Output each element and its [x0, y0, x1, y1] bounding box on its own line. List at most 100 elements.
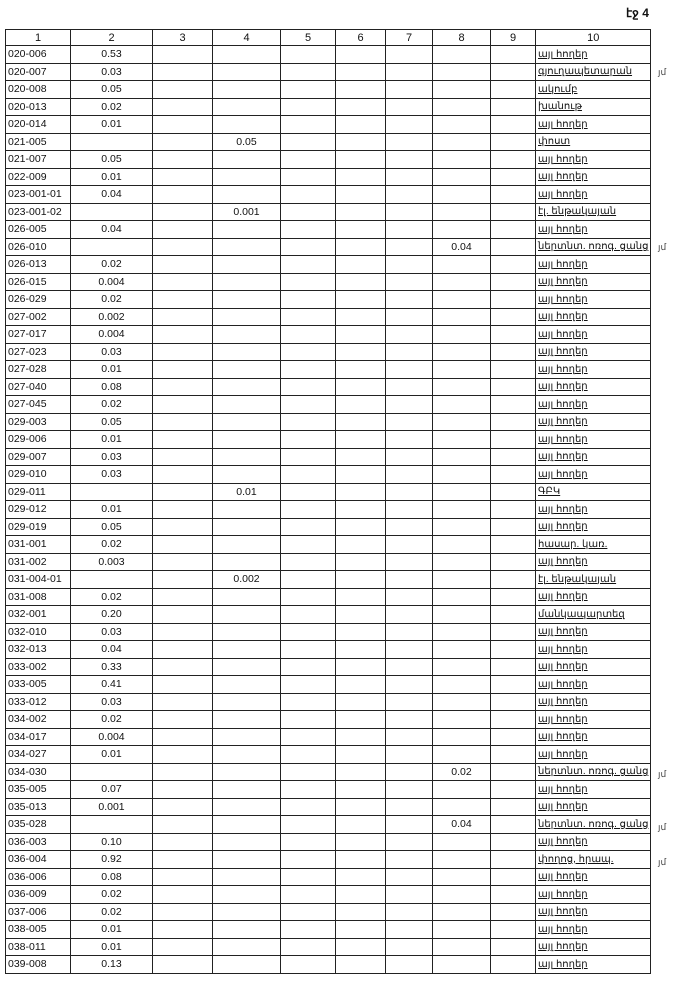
parcel-code: 029-010	[5, 465, 71, 484]
area-col-5	[280, 97, 336, 116]
land-use: ներտնտ. ոռոգ. ցանց	[534, 762, 652, 781]
area-col-6	[335, 850, 386, 869]
area-col-7	[385, 395, 433, 414]
area-col-4	[212, 675, 281, 694]
area-col-7	[385, 45, 433, 64]
land-use: այլ հողեր	[534, 150, 652, 169]
parcel-code: 031-004-01	[5, 570, 71, 589]
land-use: էլ. ենթակայան	[534, 202, 652, 221]
area-col-4	[212, 80, 281, 99]
table-row: 036-004 0.92 փողոց, հրապ.	[5, 850, 652, 869]
area-col-7	[385, 500, 433, 519]
area-col-2: 0.02	[70, 290, 153, 309]
area-col-9	[490, 150, 536, 169]
area-col-8	[432, 132, 491, 151]
area-col-9	[490, 745, 536, 764]
area-col-8	[432, 920, 491, 939]
area-col-5	[280, 360, 336, 379]
area-col-7	[385, 710, 433, 729]
parcel-code: 027-028	[5, 360, 71, 379]
area-col-6	[335, 780, 386, 799]
area-col-9	[490, 780, 536, 799]
area-col-4	[212, 587, 281, 606]
area-col-7	[385, 937, 433, 956]
area-col-8	[432, 342, 491, 361]
area-col-6	[335, 290, 386, 309]
parcel-code: 029-012	[5, 500, 71, 519]
page-number: էջ 4	[626, 6, 649, 20]
area-col-8	[432, 605, 491, 624]
area-col-6	[335, 552, 386, 571]
area-col-3	[152, 97, 213, 116]
area-col-7	[385, 780, 433, 799]
area-col-5	[280, 657, 336, 676]
parcel-code: 038-005	[5, 920, 71, 939]
area-col-7	[385, 622, 433, 641]
area-col-8	[432, 167, 491, 186]
table-row: 031-008 0.02 այլ հողեր	[5, 587, 652, 606]
area-col-8	[432, 727, 491, 746]
area-col-4	[212, 832, 281, 851]
land-use: այլ հողեր	[534, 797, 652, 816]
land-use: այլ հողեր	[534, 465, 652, 484]
area-col-4	[212, 517, 281, 536]
area-col-8	[432, 552, 491, 571]
area-col-7	[385, 885, 433, 904]
area-col-2: 0.02	[70, 535, 153, 554]
area-col-5	[280, 482, 336, 501]
area-col-4	[212, 220, 281, 239]
area-col-2: 0.03	[70, 447, 153, 466]
area-col-8	[432, 955, 491, 974]
area-col-3	[152, 132, 213, 151]
area-col-8	[432, 115, 491, 134]
parcel-code: 035-028	[5, 815, 71, 834]
table-row: 020-008 0.05 ակումբ	[5, 80, 652, 99]
area-col-3	[152, 395, 213, 414]
land-use: այլ հողեր	[534, 657, 652, 676]
area-col-4	[212, 622, 281, 641]
land-use: այլ հողեր	[534, 325, 652, 344]
parcel-code: 034-027	[5, 745, 71, 764]
table-row: 026-010 0.04 ներտնտ. ոռոգ. ցանց	[5, 237, 652, 256]
area-col-2: 0.02	[70, 710, 153, 729]
table-row: 026-013 0.02 այլ հողեր	[5, 255, 652, 274]
area-col-6	[335, 570, 386, 589]
area-col-8	[432, 797, 491, 816]
parcel-code: 022-009	[5, 167, 71, 186]
table-row: 034-017 0.004 այլ հողեր	[5, 727, 652, 746]
area-col-4: 0.01	[212, 482, 281, 501]
area-col-8	[432, 220, 491, 239]
table-row: 029-012 0.01 այլ հողեր	[5, 500, 652, 519]
area-col-8	[432, 465, 491, 484]
area-col-9	[490, 570, 536, 589]
area-col-9	[490, 657, 536, 676]
table-row: 026-029 0.02 այլ հողեր	[5, 290, 652, 309]
area-col-8	[432, 150, 491, 169]
area-col-5	[280, 272, 336, 291]
area-col-9	[490, 815, 536, 834]
area-col-3	[152, 325, 213, 344]
area-col-6	[335, 447, 386, 466]
area-col-2: 0.53	[70, 45, 153, 64]
table-row: 031-002 0.003 այլ հողեր	[5, 552, 652, 571]
area-col-9	[490, 62, 536, 81]
area-col-3	[152, 290, 213, 309]
area-col-3	[152, 167, 213, 186]
area-col-3	[152, 832, 213, 851]
area-col-9	[490, 237, 536, 256]
area-col-4	[212, 412, 281, 431]
area-col-6	[335, 237, 386, 256]
land-use: այլ հողեր	[534, 412, 652, 431]
area-col-9	[490, 97, 536, 116]
land-use: ներտնտ. ոռոգ. ցանց	[534, 237, 652, 256]
land-use: այլ հողեր	[534, 692, 652, 711]
table-row: 033-002 0.33 այլ հողեր	[5, 657, 652, 676]
area-col-4	[212, 447, 281, 466]
area-col-8	[432, 850, 491, 869]
parcel-code: 037-006	[5, 902, 71, 921]
area-col-5	[280, 412, 336, 431]
area-col-4	[212, 360, 281, 379]
area-col-4	[212, 185, 281, 204]
parcel-code: 027-040	[5, 377, 71, 396]
parcel-code: 026-029	[5, 290, 71, 309]
